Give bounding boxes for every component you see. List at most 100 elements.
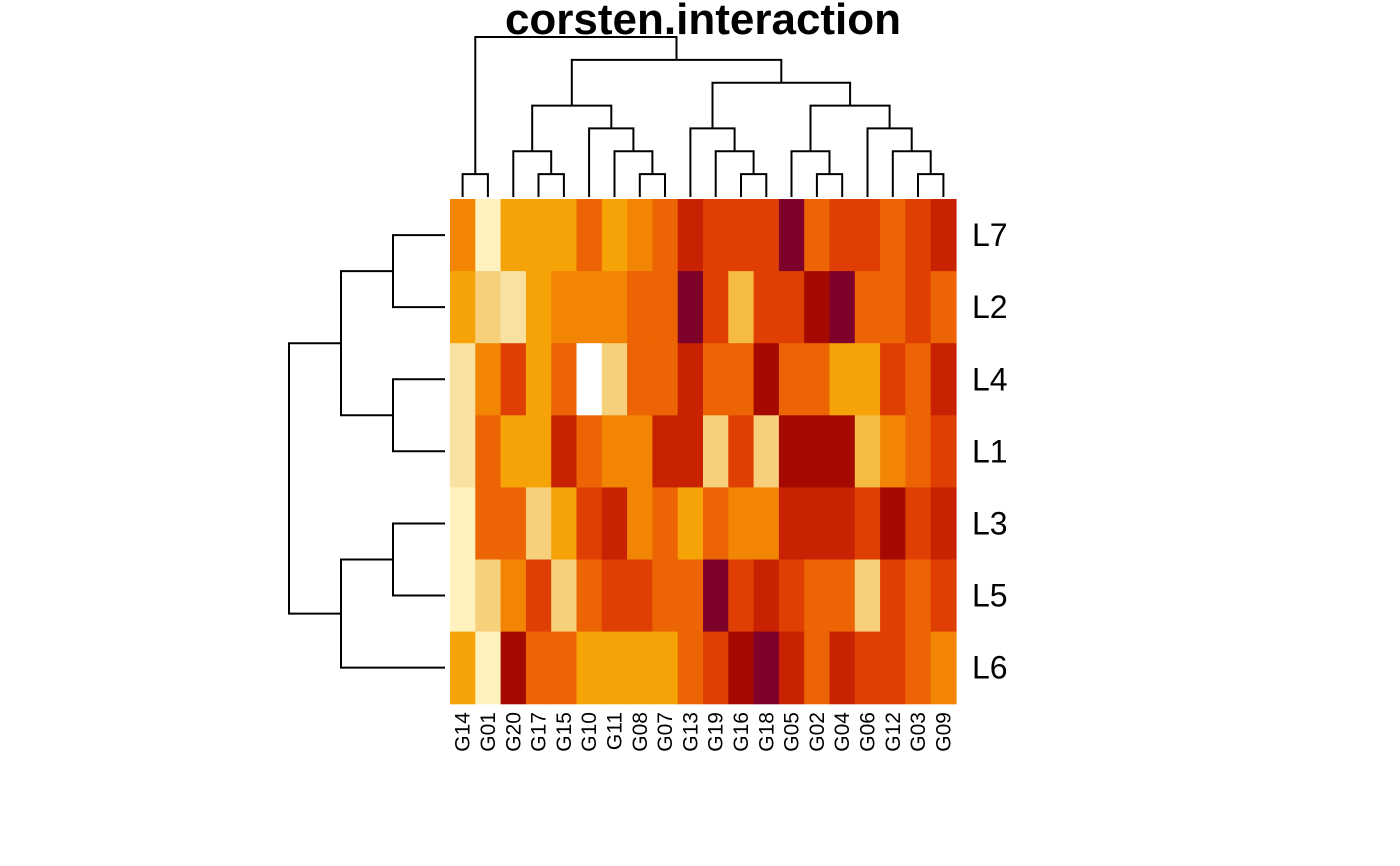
heatmap-cell-l6-g12 (880, 631, 906, 705)
heatmap-cell-l1-g04 (829, 415, 856, 488)
column-dendrogram-branch-3 (638, 173, 666, 197)
heatmap-cell-l3-g18 (753, 487, 780, 561)
heatmap-cell-l7-g03 (905, 199, 932, 272)
heatmap-cell-l5-g05 (778, 559, 805, 633)
heatmap-cells (450, 199, 957, 705)
heatmap-cell-l2-g05 (778, 271, 805, 344)
heatmap-cell-l6-g06 (854, 631, 881, 705)
heatmap-cell-l4-g20 (500, 343, 527, 416)
heatmap-cell-l3-g11 (601, 487, 628, 561)
column-label-g01: G01 (477, 712, 500, 752)
row-dendrogram-branch-0 (392, 234, 445, 309)
column-label-g13: G13 (679, 712, 702, 752)
heatmap-cell-l4-g01 (475, 343, 502, 416)
heatmap-cell-l1-g03 (905, 415, 932, 488)
heatmap-cell-l3-g15 (551, 487, 578, 561)
heatmap-cell-l1-g08 (627, 415, 653, 488)
column-dendrogram-branch-1 (537, 173, 565, 197)
heatmap-cell-l3-g20 (500, 487, 527, 561)
heatmap-cell-l4-g03 (905, 343, 932, 416)
heatmap-cell-l5-g14 (450, 559, 476, 633)
heatmap-cell-l7-g18 (753, 199, 780, 272)
column-dendrogram-branch-10 (815, 173, 844, 197)
heatmap-cell-l3-g03 (905, 487, 932, 561)
column-label-g02: G02 (806, 712, 829, 752)
heatmap-cell-l7-g14 (450, 199, 476, 272)
heatmap-cell-l2-g20 (500, 271, 527, 344)
heatmap-cell-l4-g09 (930, 343, 957, 416)
heatmap-cell-l1-g18 (753, 415, 780, 488)
column-label-g17: G17 (528, 712, 551, 752)
heatmap-cell-l7-g15 (551, 199, 578, 272)
heatmap-cell-l3-g02 (804, 487, 831, 561)
heatmap-cell-l4-g04 (829, 343, 856, 416)
row-dendrogram-branch-1 (392, 378, 445, 453)
heatmap-cell-l6-g14 (450, 631, 476, 705)
heatmap-cell-l6-g15 (551, 631, 578, 705)
heatmap-cell-l5-g18 (753, 559, 780, 633)
row-label-l5: L5 (972, 578, 1008, 614)
heatmap-cell-l3-g19 (703, 487, 729, 561)
column-dendrogram-branch-14 (866, 127, 913, 197)
heatmap-cell-l6-g13 (677, 631, 704, 705)
heatmap-cell-l7-g04 (829, 199, 856, 272)
heatmap-cell-l7-g19 (703, 199, 729, 272)
heatmap-cell-l1-g05 (778, 415, 805, 488)
heatmap-cell-l1-g06 (854, 415, 881, 488)
heatmap-cell-l6-g02 (804, 631, 831, 705)
heatmap-cell-l6-g10 (576, 631, 603, 705)
heatmap-cell-l3-g16 (728, 487, 755, 561)
heatmap-cell-l1-g02 (804, 415, 831, 488)
heatmap-cell-l6-g19 (703, 631, 729, 705)
heatmap-cell-l4-g12 (880, 343, 906, 416)
heatmap-cell-l6-g08 (627, 631, 653, 705)
column-label-g09: G09 (932, 712, 955, 752)
column-dendrogram-branch-0 (461, 173, 489, 197)
row-labels: L7 L2 L4 L1 L3 L5 L6 (972, 217, 1008, 685)
heatmap-cell-l3-g05 (778, 487, 805, 561)
column-labels: G14 G01 G20 G17 G15 G10 G11 G08 G07 G13 G19 G16 G18 G… (452, 712, 956, 752)
heatmap-cell-l1-g11 (601, 415, 628, 488)
heatmap-cell-l5-g06 (854, 559, 881, 633)
heatmap-cell-l3-g04 (829, 487, 856, 561)
heatmap-cell-l6-g11 (601, 631, 628, 705)
heatmap-cell-l7-g12 (880, 199, 906, 272)
column-label-g05: G05 (781, 712, 804, 752)
heatmap-cell-l2-g11 (601, 271, 628, 344)
heatmap-cell-l2-g01 (475, 271, 502, 344)
heatmap-cell-l1-g01 (475, 415, 502, 488)
heatmap-cell-l6-g18 (753, 631, 780, 705)
row-label-l2: L2 (972, 289, 1008, 325)
heatmap-cell-l2-g03 (905, 271, 932, 344)
heatmap-cell-l1-g20 (500, 415, 527, 488)
heatmap-cell-l2-g17 (525, 271, 552, 344)
heatmap-cell-l7-g09 (930, 199, 957, 272)
column-label-g14: G14 (452, 712, 475, 752)
heatmap-cell-l6-g04 (829, 631, 856, 705)
heatmap-cell-l2-g13 (677, 271, 704, 344)
column-dendrogram-branch-7 (740, 173, 768, 197)
heatmap-cell-l3-g06 (854, 487, 881, 561)
heatmap-cell-l2-g02 (804, 271, 831, 344)
heatmap-cell-l2-g18 (753, 271, 780, 344)
heatmap-cell-l7-g08 (627, 199, 653, 272)
row-label-l3: L3 (972, 506, 1008, 542)
heatmap-cell-l6-g16 (728, 631, 755, 705)
heatmap-cell-l4-g02 (804, 343, 831, 416)
heatmap-cell-l1-g10 (576, 415, 603, 488)
column-label-g12: G12 (882, 712, 905, 752)
heatmap-cell-l3-g17 (525, 487, 552, 561)
heatmap-cell-l5-g16 (728, 559, 755, 633)
heatmap-cell-l5-g02 (804, 559, 831, 633)
heatmap-cell-l5-g08 (627, 559, 653, 633)
heatmap-cell-l5-g01 (475, 559, 502, 633)
heatmap-cell-l4-g10 (576, 343, 603, 416)
heatmap-cell-l3-g13 (677, 487, 704, 561)
heatmap-cell-l7-g13 (677, 199, 704, 272)
column-label-g07: G07 (654, 712, 677, 752)
column-label-g20: G20 (502, 712, 525, 752)
heatmap-cell-l2-g14 (450, 271, 476, 344)
heatmap-cell-l4-g15 (551, 343, 578, 416)
